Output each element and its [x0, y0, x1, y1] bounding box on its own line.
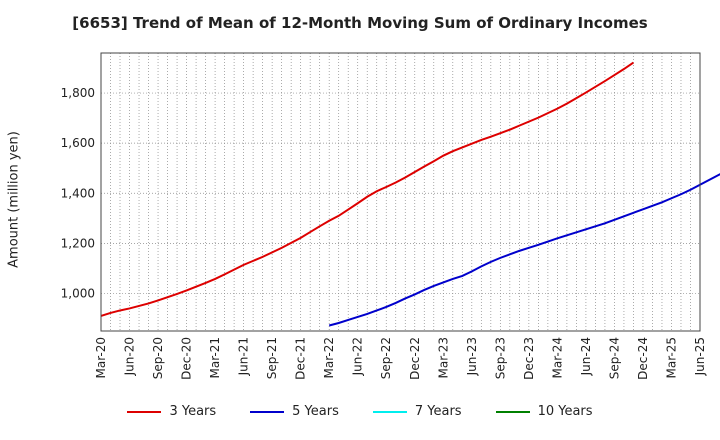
x-tick-label: Sep-20 — [151, 337, 165, 379]
plot-frame — [100, 52, 701, 332]
x-tick-label: Jun-25 — [693, 337, 707, 376]
x-tick-label: Dec-20 — [180, 337, 194, 380]
legend-label: 5 Years — [292, 404, 339, 419]
y-tick-label: 1,600 — [61, 136, 95, 150]
legend-item: 3 Years — [127, 404, 216, 419]
legend-swatch — [127, 410, 162, 413]
chart-title: [6653] Trend of Mean of 12-Month Moving … — [72, 14, 648, 32]
x-tick-label: Sep-23 — [493, 337, 507, 379]
legend-item: 5 Years — [250, 404, 339, 419]
legend-label: 10 Years — [537, 404, 593, 419]
x-tick-label: Mar-21 — [208, 337, 222, 378]
x-tick-label: Mar-25 — [664, 337, 678, 378]
y-tick-label: 1,400 — [61, 186, 95, 200]
x-tick-label: Jun-20 — [123, 337, 137, 376]
legend-swatch — [372, 410, 407, 413]
y-tick-label: 1,800 — [61, 86, 95, 100]
series-layer — [100, 61, 720, 327]
x-tick-label: Jun-24 — [579, 337, 593, 376]
x-tick-label: Sep-22 — [379, 337, 393, 379]
x-tick-labels: Mar-20 Jun-20 Sep-20 Dec-20 Mar-21 Jun-21 Sep-… — [94, 337, 707, 380]
legend-label: 3 Years — [169, 404, 217, 419]
legend-item: 10 Years — [495, 404, 593, 419]
legend: 3 Years 5 Years 7 Years 10 Years — [0, 404, 720, 419]
series-line-3-years — [100, 61, 635, 317]
x-tick-label: Mar-23 — [436, 337, 450, 378]
x-tick-label: Jun-23 — [465, 337, 479, 376]
legend-label: 7 Years — [414, 404, 462, 419]
x-tick-label: Dec-22 — [408, 337, 422, 380]
x-tick-label: Mar-22 — [322, 337, 336, 378]
x-tick-label: Mar-24 — [550, 337, 564, 378]
x-tick-label: Mar-20 — [94, 337, 108, 378]
y-tick-label: 1,200 — [61, 236, 95, 250]
grid-lines — [101, 53, 700, 331]
x-tick-label: Dec-21 — [294, 337, 308, 380]
x-tick-label: Jun-21 — [237, 337, 251, 376]
x-tick-label: Dec-23 — [522, 337, 536, 380]
x-tick-label: Sep-24 — [607, 337, 621, 379]
x-tick-label: Jun-22 — [351, 337, 365, 376]
legend-item: 7 Years — [372, 404, 462, 419]
legend-swatch — [250, 410, 285, 413]
y-tick-labels: 1,000 1,200 1,400 1,600 1,800 — [61, 86, 95, 300]
legend-swatch — [495, 410, 530, 413]
y-tick-label: 1,000 — [61, 286, 95, 300]
series-line-5-years — [328, 173, 720, 327]
x-tick-label: Dec-24 — [636, 337, 650, 380]
x-tick-label: Sep-21 — [265, 337, 279, 379]
